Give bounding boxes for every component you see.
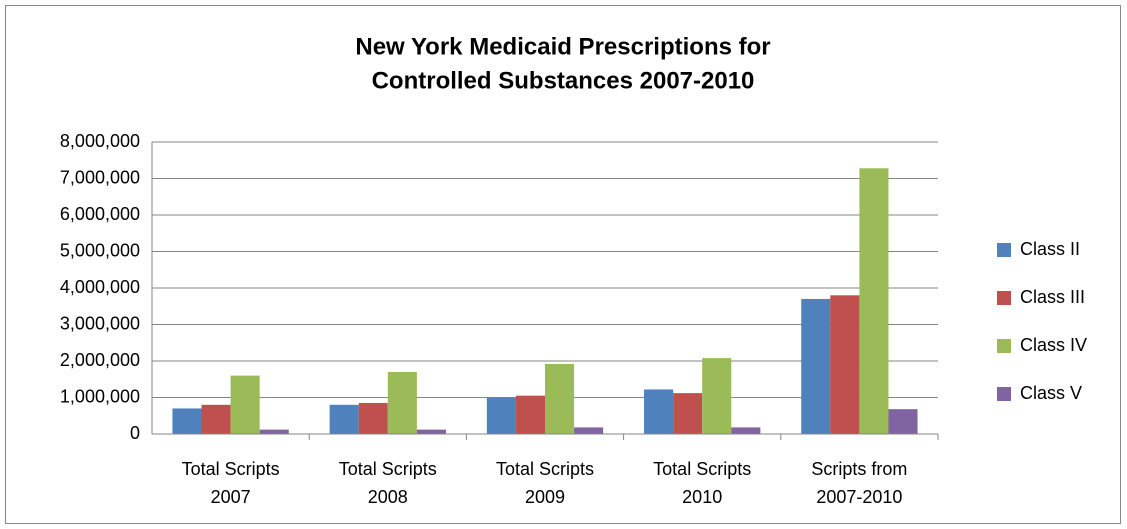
x-tick-label: Scripts from xyxy=(811,459,907,479)
bar xyxy=(329,404,359,434)
bar xyxy=(888,409,918,434)
bar xyxy=(830,295,860,434)
y-tick-label: 7,000,000 xyxy=(60,167,140,187)
x-tick-label: Total Scripts xyxy=(496,459,594,479)
x-tick-label: Total Scripts xyxy=(182,459,280,479)
bar xyxy=(702,358,732,434)
bar xyxy=(801,298,831,434)
chart-title: Controlled Substances 2007-2010 xyxy=(372,67,755,94)
x-tick-label: Total Scripts xyxy=(653,459,751,479)
chart-border xyxy=(5,5,1121,524)
bar xyxy=(574,427,604,434)
legend-label: Class IV xyxy=(1020,335,1087,355)
legend-label: Class V xyxy=(1020,383,1082,403)
bar xyxy=(644,389,674,434)
y-tick-label: 1,000,000 xyxy=(60,386,140,406)
bar xyxy=(731,427,761,434)
bar xyxy=(416,429,446,434)
legend-label: Class II xyxy=(1020,239,1080,259)
x-tick-label: 2009 xyxy=(525,487,565,507)
bar xyxy=(259,429,289,434)
legend-swatch xyxy=(997,387,1011,401)
y-tick-label: 2,000,000 xyxy=(60,350,140,370)
bar xyxy=(387,371,417,434)
legend-label: Class III xyxy=(1020,287,1085,307)
x-tick-label: 2010 xyxy=(682,487,722,507)
y-tick-label: 0 xyxy=(130,423,140,443)
bar xyxy=(673,393,703,434)
bar xyxy=(358,402,388,434)
bar xyxy=(486,397,516,434)
y-tick-label: 5,000,000 xyxy=(60,240,140,260)
chart-title: New York Medicaid Prescriptions for xyxy=(355,33,770,60)
bar xyxy=(859,168,889,434)
bar xyxy=(201,404,231,434)
x-tick-label: 2007 xyxy=(211,487,251,507)
bar xyxy=(172,408,202,434)
legend-swatch xyxy=(997,339,1011,353)
bar xyxy=(515,395,545,434)
legend-swatch xyxy=(997,243,1011,257)
y-tick-label: 8,000,000 xyxy=(60,131,140,151)
legend-swatch xyxy=(997,291,1011,305)
y-tick-label: 4,000,000 xyxy=(60,277,140,297)
x-tick-label: Total Scripts xyxy=(339,459,437,479)
y-tick-label: 3,000,000 xyxy=(60,313,140,333)
x-tick-label: 2008 xyxy=(368,487,408,507)
y-tick-label: 6,000,000 xyxy=(60,204,140,224)
x-tick-label: 2007-2010 xyxy=(816,487,902,507)
bar xyxy=(230,375,260,434)
bar xyxy=(545,363,575,434)
